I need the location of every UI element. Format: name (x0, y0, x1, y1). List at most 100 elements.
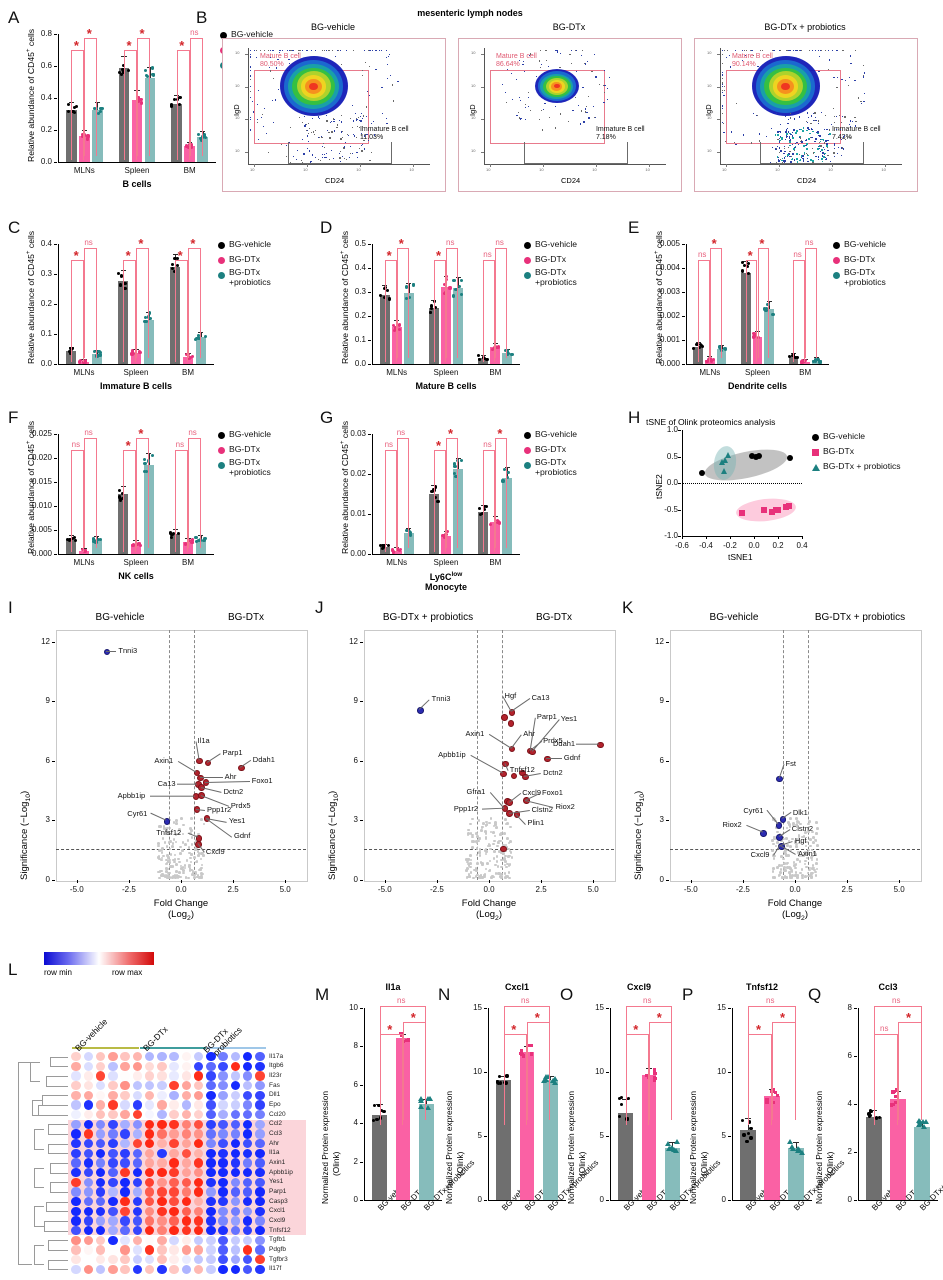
flow-dot2-2-92 (800, 128, 802, 131)
flow-dot-0-18 (361, 150, 363, 152)
J-left-title: BG-DTx + probiotics (382, 612, 474, 623)
datapoint-A-2-1-4 (186, 144, 190, 148)
P-ytick-2 (728, 1072, 731, 1073)
flow-dot-2-49 (722, 112, 724, 115)
K-bgpoint-85 (805, 856, 809, 860)
I-bgpoint-157 (188, 864, 192, 868)
flow-dot-0-30 (299, 116, 301, 119)
legend-label-F-0: BG-vehicle (229, 429, 272, 439)
K-gene-label-Cxcl9: Cxcl9 (750, 850, 770, 860)
ytick-label-E-5: 0.005 (659, 239, 680, 248)
K-bgpoint-114 (772, 852, 776, 856)
heatmap-cell-22-2 (95, 1264, 106, 1274)
flow-dot-0-99 (330, 150, 333, 152)
flow-dot2-2-23 (792, 153, 795, 155)
K-bgpoint-72 (796, 875, 800, 879)
I-bgpoint-132 (199, 868, 203, 871)
I-bgpoint-21 (178, 871, 181, 875)
flow-dot2-2-18 (807, 160, 809, 163)
H-zero-line (682, 483, 802, 484)
flow-dot-2-146 (842, 136, 844, 138)
datapoint-F-1-0-1 (119, 498, 123, 502)
heatmap-cell-9-9 (181, 1139, 191, 1149)
O-point-1-4 (653, 1075, 657, 1080)
errorcap-E-0-1 (707, 356, 713, 358)
K-bgpoint-0 (816, 827, 819, 830)
flow-dot2-2-37 (786, 135, 789, 138)
xtick-label-A-2: BM (183, 166, 196, 175)
heatmap-cell-21-4 (120, 1254, 130, 1265)
heatmap-cell-19-9 (181, 1235, 191, 1245)
K-gene-label-Fst: Fst (785, 758, 796, 768)
I-xtick-3 (233, 880, 235, 883)
heatmap-cell-1-3 (108, 1061, 118, 1072)
flow-dot-0-157 (293, 50, 295, 52)
heatmap-cell-2-9 (181, 1071, 191, 1081)
panel-label-L: L (8, 960, 18, 979)
ytick-G-1 (368, 514, 371, 515)
dendro-h (48, 1124, 60, 1126)
dendro-h (18, 1061, 32, 1063)
flow-dot-1-31 (506, 69, 508, 71)
flow-dot-2-53 (810, 122, 812, 124)
sig-star-E-1: * (711, 236, 717, 251)
datapoint-G-2-0-0 (479, 512, 483, 516)
flow-dot-0-215 (365, 61, 367, 63)
datapoint-C-1-0-5 (117, 272, 121, 276)
xtick-label-G-0: MLNs (386, 558, 408, 567)
K-bgpoint-123 (778, 864, 781, 867)
bar-G-1-0 (428, 494, 439, 554)
flow-dot2-2-6 (811, 128, 813, 131)
K-bgpoint-53 (794, 823, 798, 827)
J-bgpoint-147 (485, 823, 489, 827)
I-bgpoint-49 (157, 844, 160, 848)
flow-xtick-1-3 (649, 164, 651, 167)
heatmap-cell-18-14 (242, 1225, 253, 1236)
N-point-0-6 (504, 1081, 508, 1085)
heatmap-cell-10-13 (230, 1148, 240, 1158)
flow-dot-0-188 (315, 129, 317, 131)
H-xtick-1 (706, 536, 707, 539)
I-bgpoint-146 (160, 856, 164, 860)
J-bgpoint-122 (466, 858, 470, 861)
heatmap-cell-10-8 (169, 1148, 179, 1158)
legend-dot-F-1 (218, 447, 225, 454)
heatmap-cell-17-13 (230, 1216, 240, 1226)
datapoint-C-2-0-0 (176, 256, 180, 260)
K-bgpoint-162 (816, 844, 819, 847)
heatmap-cell-3-5 (132, 1081, 142, 1091)
datapoint-E-2-2-0 (811, 359, 815, 363)
flow-dot-1-38 (591, 71, 593, 73)
datapoint-D-0-1-5 (398, 327, 402, 332)
J-bgpoint-104 (492, 824, 496, 828)
datapoint-D-1-1-3 (448, 286, 452, 290)
sig-star-C-2: * (125, 248, 131, 263)
I-ytick-0 (52, 880, 55, 881)
flow-dot2-2-77 (793, 129, 796, 131)
heatmap-cell-21-8 (169, 1254, 179, 1265)
dendro-h (48, 1259, 60, 1261)
flow-dot2-2-25 (792, 137, 794, 139)
heatmap-cell-13-0 (71, 1177, 81, 1187)
J-point-9 (500, 770, 507, 778)
flow-dot-0-211 (386, 122, 388, 125)
panel-H-title: tSNE of Olink proteomics analysis (646, 417, 776, 427)
J-bgpoint-156 (465, 868, 468, 872)
flow-dot-0-78 (326, 50, 328, 52)
H-xtick-label-1: -0.4 (699, 541, 713, 550)
flow-dot-2-225 (812, 162, 814, 164)
heatmap-cell-2-14 (242, 1071, 253, 1081)
ytick-C-3 (54, 274, 57, 275)
J-bgpoint-42 (508, 840, 512, 843)
ytick-label-A-3: 0.6 (40, 61, 52, 70)
datapoint-E-1-0-2 (741, 269, 745, 273)
flow-dot-1-84 (574, 97, 577, 99)
flow-dot-2-111 (818, 122, 820, 124)
ytick-label-E-1: 0.001 (659, 335, 680, 344)
errorcap-A-0-1 (81, 130, 87, 132)
flow-dot2-2-74 (784, 155, 787, 158)
flow-dot-1-59 (599, 83, 601, 86)
flow-dot-2-14 (756, 115, 758, 117)
dendro-h (60, 1085, 68, 1087)
gene-label-Axin1: Axin1 (269, 1159, 286, 1166)
